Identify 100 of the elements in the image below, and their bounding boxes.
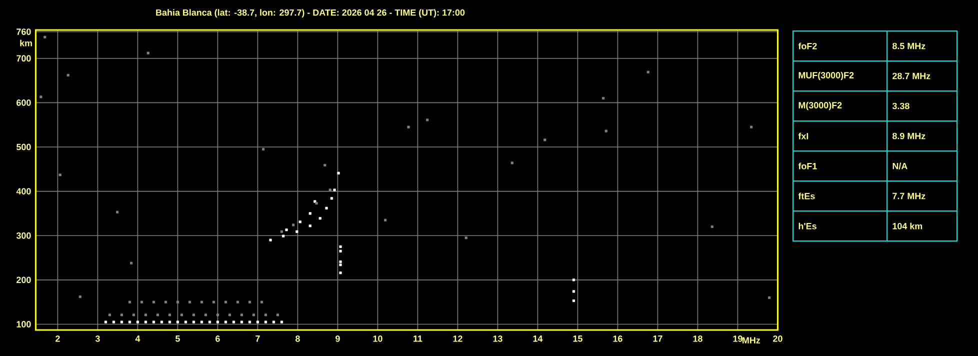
point — [66, 74, 70, 76]
text: foF1 — [798, 162, 817, 170]
point — [130, 262, 133, 264]
point — [128, 320, 132, 324]
point — [285, 228, 288, 232]
point — [337, 172, 340, 174]
point — [140, 300, 144, 304]
point — [339, 260, 342, 264]
point — [407, 126, 410, 128]
point — [152, 320, 156, 324]
point — [426, 118, 429, 122]
point — [44, 36, 46, 38]
point — [144, 320, 148, 324]
point — [384, 218, 387, 222]
y-tick-label: 700 — [16, 55, 31, 62]
point — [298, 220, 302, 224]
point — [192, 314, 196, 316]
point — [168, 314, 172, 316]
point — [228, 314, 232, 316]
point — [108, 314, 112, 316]
point — [204, 314, 208, 316]
point — [256, 320, 260, 324]
x-tick-label: 19 — [733, 336, 742, 342]
point — [120, 314, 124, 316]
y-axis-title: km — [20, 40, 32, 46]
point — [339, 272, 342, 274]
point — [146, 52, 150, 54]
x-tick-label: 8 — [295, 336, 300, 342]
x-axis-title: MHz — [742, 337, 760, 344]
x-tick-label: 9 — [336, 336, 340, 342]
point — [112, 320, 116, 324]
point — [308, 224, 312, 228]
point — [510, 162, 514, 164]
point — [180, 314, 184, 316]
x-tick-label: 12 — [453, 336, 462, 342]
point — [200, 320, 204, 324]
point — [160, 320, 164, 324]
point — [280, 320, 284, 324]
text: fxI — [798, 132, 808, 140]
point — [192, 320, 196, 324]
point — [224, 320, 228, 324]
x-tick-label: 7 — [256, 336, 260, 342]
point — [248, 320, 252, 324]
point — [252, 314, 256, 316]
point — [40, 96, 42, 98]
point — [544, 138, 546, 142]
x-tick-label: 16 — [613, 336, 622, 342]
point — [224, 300, 228, 304]
text: 104 km — [892, 222, 922, 230]
point — [136, 320, 140, 324]
point — [296, 230, 298, 233]
point — [168, 320, 172, 324]
x-tick-label: 4 — [135, 336, 140, 342]
y-tick-label: 400 — [16, 188, 31, 194]
text: MUF(3000)F2 — [798, 72, 854, 80]
text: 8.9 MHz — [892, 132, 926, 140]
point — [280, 230, 284, 233]
point — [176, 320, 180, 324]
x-tick-label: 5 — [175, 336, 180, 342]
point — [216, 314, 220, 316]
point — [464, 236, 468, 240]
chart-title: Bahia Blanca (lat: -38.7, lon: 297.7) - DATE: 2026 04 26 - TIME (UT): 17:00 — [156, 9, 465, 18]
point — [330, 197, 334, 200]
point — [104, 320, 108, 324]
point — [200, 300, 204, 304]
x-tick-label: 6 — [216, 336, 220, 342]
text: N/A — [892, 162, 908, 170]
x-tick-label: 13 — [493, 336, 502, 342]
point — [132, 314, 136, 316]
text: 8.5 MHz — [892, 42, 926, 50]
point — [120, 320, 124, 324]
x-tick-label: 14 — [533, 336, 543, 342]
point — [216, 320, 220, 324]
x-tick-label: 18 — [693, 336, 702, 342]
point — [152, 300, 156, 304]
point — [240, 320, 244, 324]
point — [188, 300, 192, 304]
point — [768, 296, 771, 299]
point — [282, 234, 285, 238]
text: 3.38 — [892, 102, 910, 110]
point — [272, 320, 276, 324]
y-tick-label: 760 — [16, 28, 31, 35]
point — [212, 300, 216, 304]
point — [116, 210, 119, 214]
x-tick-label: 2 — [56, 336, 60, 342]
point — [750, 126, 753, 128]
y-tick-label: 500 — [16, 144, 31, 150]
point — [308, 212, 312, 215]
x-tick-label: 15 — [573, 336, 582, 342]
point — [339, 245, 342, 248]
point — [602, 96, 605, 100]
text: ftEs — [798, 192, 815, 200]
point — [262, 148, 265, 150]
point — [328, 188, 332, 192]
text: M(3000)F2 — [798, 102, 842, 110]
point — [208, 320, 212, 324]
point — [58, 174, 62, 176]
point — [176, 300, 180, 304]
point — [269, 238, 272, 242]
point — [325, 206, 328, 210]
